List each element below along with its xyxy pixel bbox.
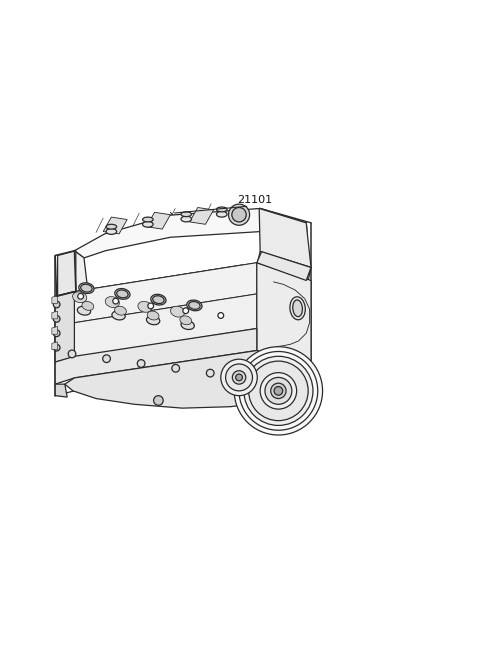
- Polygon shape: [55, 291, 74, 361]
- Circle shape: [53, 301, 60, 308]
- Text: 21101: 21101: [237, 195, 272, 205]
- Polygon shape: [74, 294, 257, 357]
- Polygon shape: [52, 296, 58, 303]
- Circle shape: [271, 383, 286, 398]
- Circle shape: [103, 355, 110, 362]
- Circle shape: [236, 374, 242, 381]
- Ellipse shape: [170, 307, 185, 317]
- Ellipse shape: [290, 297, 305, 320]
- Ellipse shape: [189, 301, 200, 309]
- Circle shape: [53, 345, 60, 351]
- Polygon shape: [55, 291, 74, 362]
- Polygon shape: [74, 208, 307, 258]
- Ellipse shape: [117, 290, 128, 298]
- Ellipse shape: [138, 301, 152, 312]
- Circle shape: [154, 396, 163, 405]
- Polygon shape: [52, 327, 58, 334]
- Ellipse shape: [187, 300, 202, 310]
- Ellipse shape: [181, 321, 194, 329]
- Circle shape: [53, 330, 60, 337]
- Circle shape: [274, 386, 283, 395]
- Polygon shape: [76, 265, 255, 299]
- Polygon shape: [52, 342, 58, 350]
- Circle shape: [234, 346, 323, 435]
- Circle shape: [221, 359, 257, 396]
- Circle shape: [113, 298, 119, 304]
- Circle shape: [148, 303, 154, 309]
- Circle shape: [78, 293, 84, 299]
- Ellipse shape: [81, 284, 92, 292]
- Ellipse shape: [79, 283, 94, 293]
- Polygon shape: [74, 251, 89, 299]
- Circle shape: [265, 377, 292, 404]
- Ellipse shape: [112, 311, 125, 320]
- Ellipse shape: [146, 316, 160, 325]
- Ellipse shape: [293, 300, 302, 316]
- Circle shape: [260, 373, 297, 409]
- Ellipse shape: [216, 207, 227, 212]
- Ellipse shape: [115, 289, 130, 299]
- Ellipse shape: [106, 224, 117, 229]
- Circle shape: [228, 204, 250, 225]
- Ellipse shape: [181, 212, 192, 217]
- Polygon shape: [65, 350, 311, 408]
- Polygon shape: [146, 212, 170, 229]
- Polygon shape: [55, 328, 257, 384]
- Polygon shape: [74, 263, 257, 323]
- Circle shape: [137, 360, 145, 367]
- Ellipse shape: [147, 311, 159, 320]
- Ellipse shape: [216, 212, 227, 217]
- Ellipse shape: [143, 217, 153, 222]
- Polygon shape: [255, 252, 311, 289]
- Ellipse shape: [115, 307, 126, 315]
- Ellipse shape: [72, 292, 87, 303]
- Ellipse shape: [180, 316, 192, 325]
- Circle shape: [232, 208, 246, 222]
- Circle shape: [172, 364, 180, 372]
- Ellipse shape: [77, 307, 91, 315]
- Circle shape: [244, 356, 313, 425]
- Ellipse shape: [105, 297, 120, 307]
- Circle shape: [183, 308, 189, 314]
- Polygon shape: [58, 251, 76, 296]
- Ellipse shape: [106, 229, 117, 234]
- Polygon shape: [190, 208, 214, 224]
- Polygon shape: [257, 263, 311, 368]
- Polygon shape: [54, 208, 312, 415]
- Ellipse shape: [181, 216, 192, 222]
- Circle shape: [226, 364, 252, 391]
- Circle shape: [68, 350, 76, 358]
- Circle shape: [249, 361, 308, 421]
- Ellipse shape: [143, 221, 153, 227]
- Polygon shape: [55, 384, 67, 397]
- Ellipse shape: [153, 296, 164, 303]
- Polygon shape: [52, 311, 58, 319]
- Polygon shape: [257, 252, 311, 280]
- Circle shape: [206, 369, 214, 377]
- Circle shape: [218, 312, 224, 318]
- Ellipse shape: [82, 301, 94, 310]
- Circle shape: [53, 316, 60, 322]
- Polygon shape: [259, 208, 311, 267]
- Ellipse shape: [151, 294, 166, 305]
- Circle shape: [232, 371, 246, 384]
- Polygon shape: [103, 217, 127, 234]
